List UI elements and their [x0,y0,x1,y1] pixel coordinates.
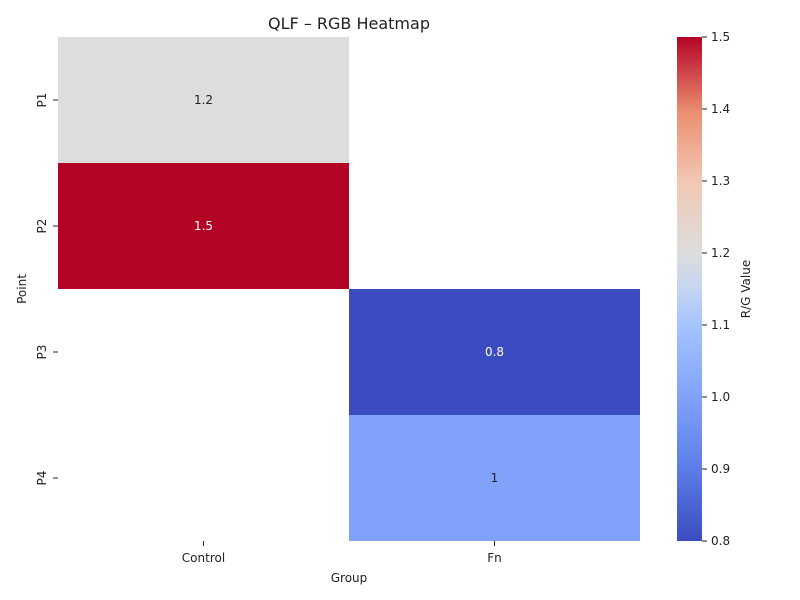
cell-value-label: 0.8 [485,345,504,359]
colorbar [677,37,702,541]
colorbar-tick-label: 1.5 [711,30,730,44]
heatmap-cell-p2-control [58,163,349,289]
y-tick-label: P3 [35,345,49,360]
colorbar-tick-label: 1.0 [711,390,730,404]
colorbar-label: R/G Value [739,260,753,318]
y-tick-label: P2 [35,219,49,234]
y-axis-ticks: P1 P2 P3 P4 [35,93,58,486]
x-axis-ticks: Control Fn [182,541,502,565]
heatmap-cell-p3-fn [349,289,640,415]
x-axis-label: Group [331,571,368,585]
colorbar-tick-label: 1.2 [711,246,730,260]
y-tick-label: P1 [35,93,49,108]
colorbar-tick-label: 1.4 [711,102,730,116]
x-tick-label: Fn [487,551,502,565]
colorbar-tick-label: 0.9 [711,462,730,476]
y-tick-label: P4 [35,471,49,486]
colorbar-tick-label: 1.1 [711,318,730,332]
x-tick-label: Control [182,551,225,565]
colorbar-tick-label: 0.8 [711,534,730,548]
cell-value-label: 1.5 [194,219,213,233]
cell-value-label: 1 [491,471,499,485]
cell-value-label: 1.2 [194,93,213,107]
heatmap-cells: 1.2 1.5 0.8 1 [58,37,640,541]
colorbar-ticks: 0.8 0.9 1.0 1.1 1.2 1.3 1.4 1.5 [702,30,730,548]
chart-title: QLF – RGB Heatmap [268,14,430,33]
y-axis-label: Point [15,274,29,304]
heatmap-cell-p4-fn [349,415,640,541]
heatmap-cell-p1-control [58,37,349,163]
colorbar-tick-label: 1.3 [711,174,730,188]
